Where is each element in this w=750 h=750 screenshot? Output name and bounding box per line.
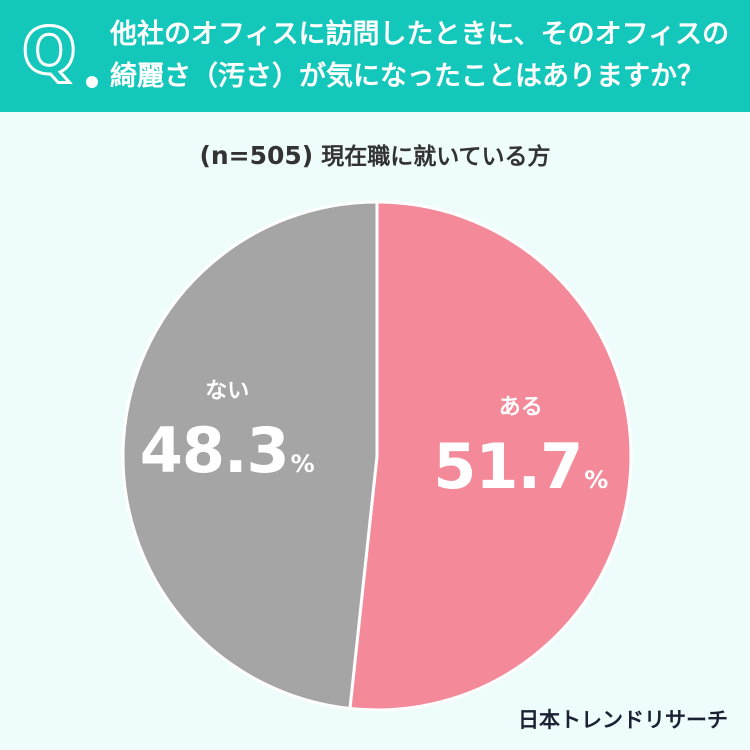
slice-value-2: 48.3%: [140, 414, 315, 487]
pie-slice-1: [348, 200, 633, 712]
sample-size: (n=505): [199, 141, 314, 170]
question-text: 他社のオフィスに訪問したときに、そのオフィスの 綺麗さ（汚さ）が気になったことは…: [110, 14, 735, 98]
sample-caption: (n=505) 現在職に就いている方: [0, 137, 750, 171]
pie-slice-2: [121, 200, 379, 711]
q-dot-icon: [86, 76, 98, 88]
sample-group: 現在職に就いている方: [321, 144, 551, 170]
brand-logo: 日本トレンドリサーチ: [518, 708, 728, 732]
question-line-2: 綺麗さ（汚さ）が気になったことはありますか？: [110, 61, 704, 92]
q-mark: Q: [20, 15, 77, 89]
slice-label-2: ない: [205, 379, 249, 404]
slice-value-1: 51.7%: [433, 430, 608, 503]
question-line-1: 他社のオフィスに訪問したときに、そのオフィスの: [110, 19, 730, 50]
slice-label-1: ある: [499, 395, 543, 420]
question-banner: Q 他社のオフィスに訪問したときに、そのオフィスの 綺麗さ（汚さ）が気になったこ…: [0, 0, 750, 112]
